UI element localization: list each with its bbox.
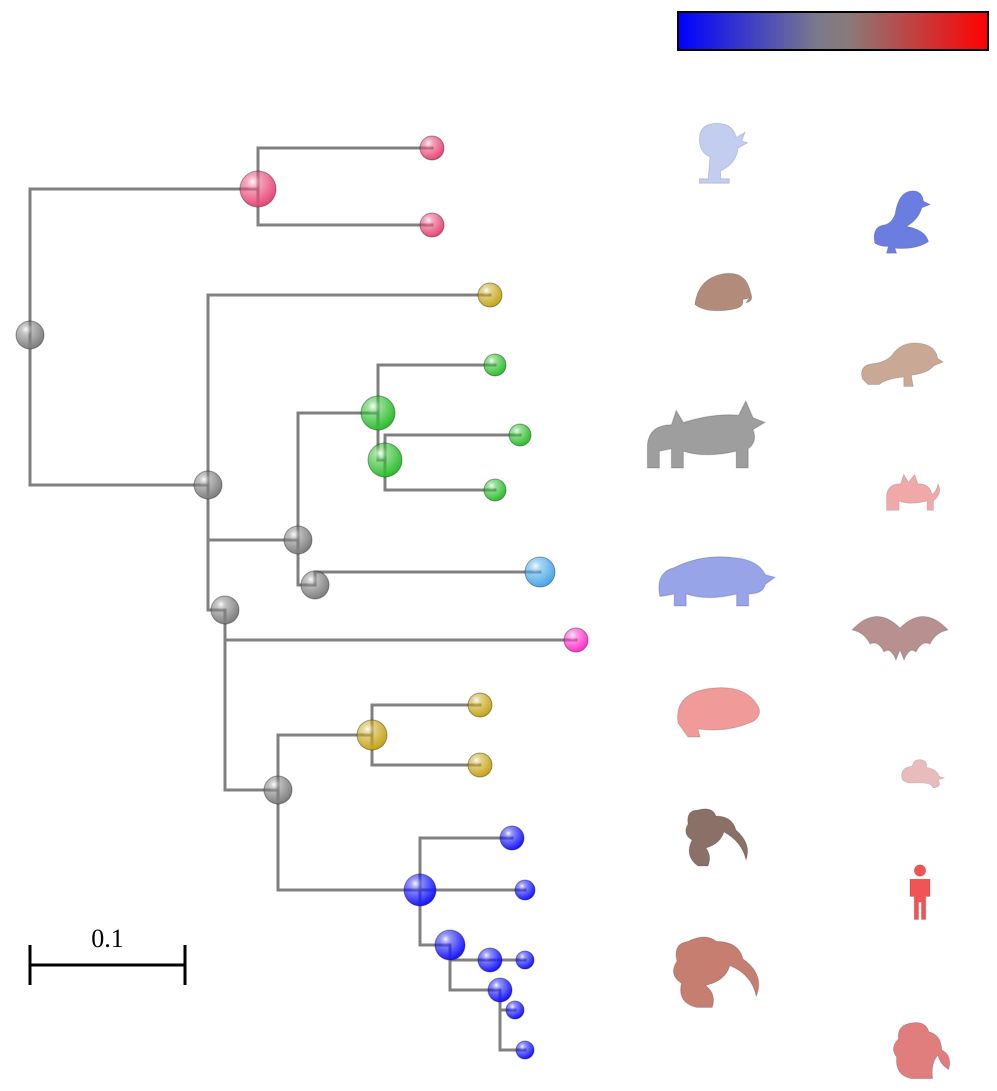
node-leaf_mouse [468, 753, 492, 777]
node-n11b [488, 978, 512, 1002]
scale-bar: 0.1 [30, 924, 185, 985]
node-n2 [194, 471, 222, 499]
node-n3 [211, 596, 239, 624]
node-leaf_hedgehog [478, 283, 502, 307]
node-leaf_human [515, 880, 535, 900]
node-n5a [361, 396, 395, 430]
node-n8 [357, 720, 387, 750]
cat-icon [887, 474, 940, 510]
branch [315, 572, 540, 585]
branch [225, 610, 278, 790]
marmoset-icon [686, 809, 748, 866]
node-root [16, 321, 44, 349]
branch [208, 295, 490, 485]
node-leaf_marmoset [500, 826, 524, 850]
branch [372, 705, 480, 735]
macaque-icon [673, 937, 758, 1007]
chicken-icon [699, 123, 747, 183]
branch [258, 189, 432, 225]
node-n5b [368, 443, 402, 477]
node-leaf_wolf [509, 424, 531, 446]
color-legend [678, 12, 988, 50]
branch [258, 148, 432, 189]
node-n11a [478, 948, 502, 972]
tree-nodes [16, 136, 588, 1059]
node-n4 [284, 526, 312, 554]
wolf-icon [647, 401, 765, 468]
node-leaf_macaque [516, 951, 534, 969]
pig-icon [659, 557, 775, 606]
branch [372, 735, 480, 765]
node-leaf_ferret [484, 354, 506, 376]
hedgehog-icon [695, 273, 752, 311]
branch [385, 435, 520, 460]
branch [278, 735, 372, 790]
human-icon [910, 865, 930, 920]
node-n10 [435, 930, 465, 960]
node-leaf_baboon1 [506, 1001, 524, 1019]
branch [30, 335, 208, 485]
branch [225, 610, 576, 640]
node-leaf_gpig [468, 693, 492, 717]
goose-icon [874, 191, 930, 253]
branch [208, 485, 225, 610]
node-n1 [240, 171, 276, 207]
scale-label: 0.1 [91, 924, 124, 953]
node-leaf_baboon2 [516, 1041, 534, 1059]
node-leaf_pig [525, 557, 555, 587]
branch [278, 790, 420, 890]
node-n7 [264, 776, 292, 804]
branch [298, 413, 378, 540]
node-n6 [301, 571, 329, 599]
node-leaf_bat [564, 628, 588, 652]
node-n9 [404, 874, 436, 906]
branch [378, 365, 495, 413]
phylo-diagram: 0.1 [0, 0, 997, 1091]
branch [30, 189, 258, 335]
ferret-icon [862, 343, 944, 386]
mouse-icon [902, 760, 945, 788]
bat-icon [852, 616, 948, 660]
species-icons [647, 123, 949, 1078]
branch [208, 485, 298, 540]
baboon-icon [893, 1023, 949, 1079]
node-leaf_cat [484, 479, 506, 501]
node-leaf_goose [420, 213, 444, 237]
node-leaf_chicken [420, 136, 444, 160]
guinea_pig-icon [678, 688, 760, 737]
